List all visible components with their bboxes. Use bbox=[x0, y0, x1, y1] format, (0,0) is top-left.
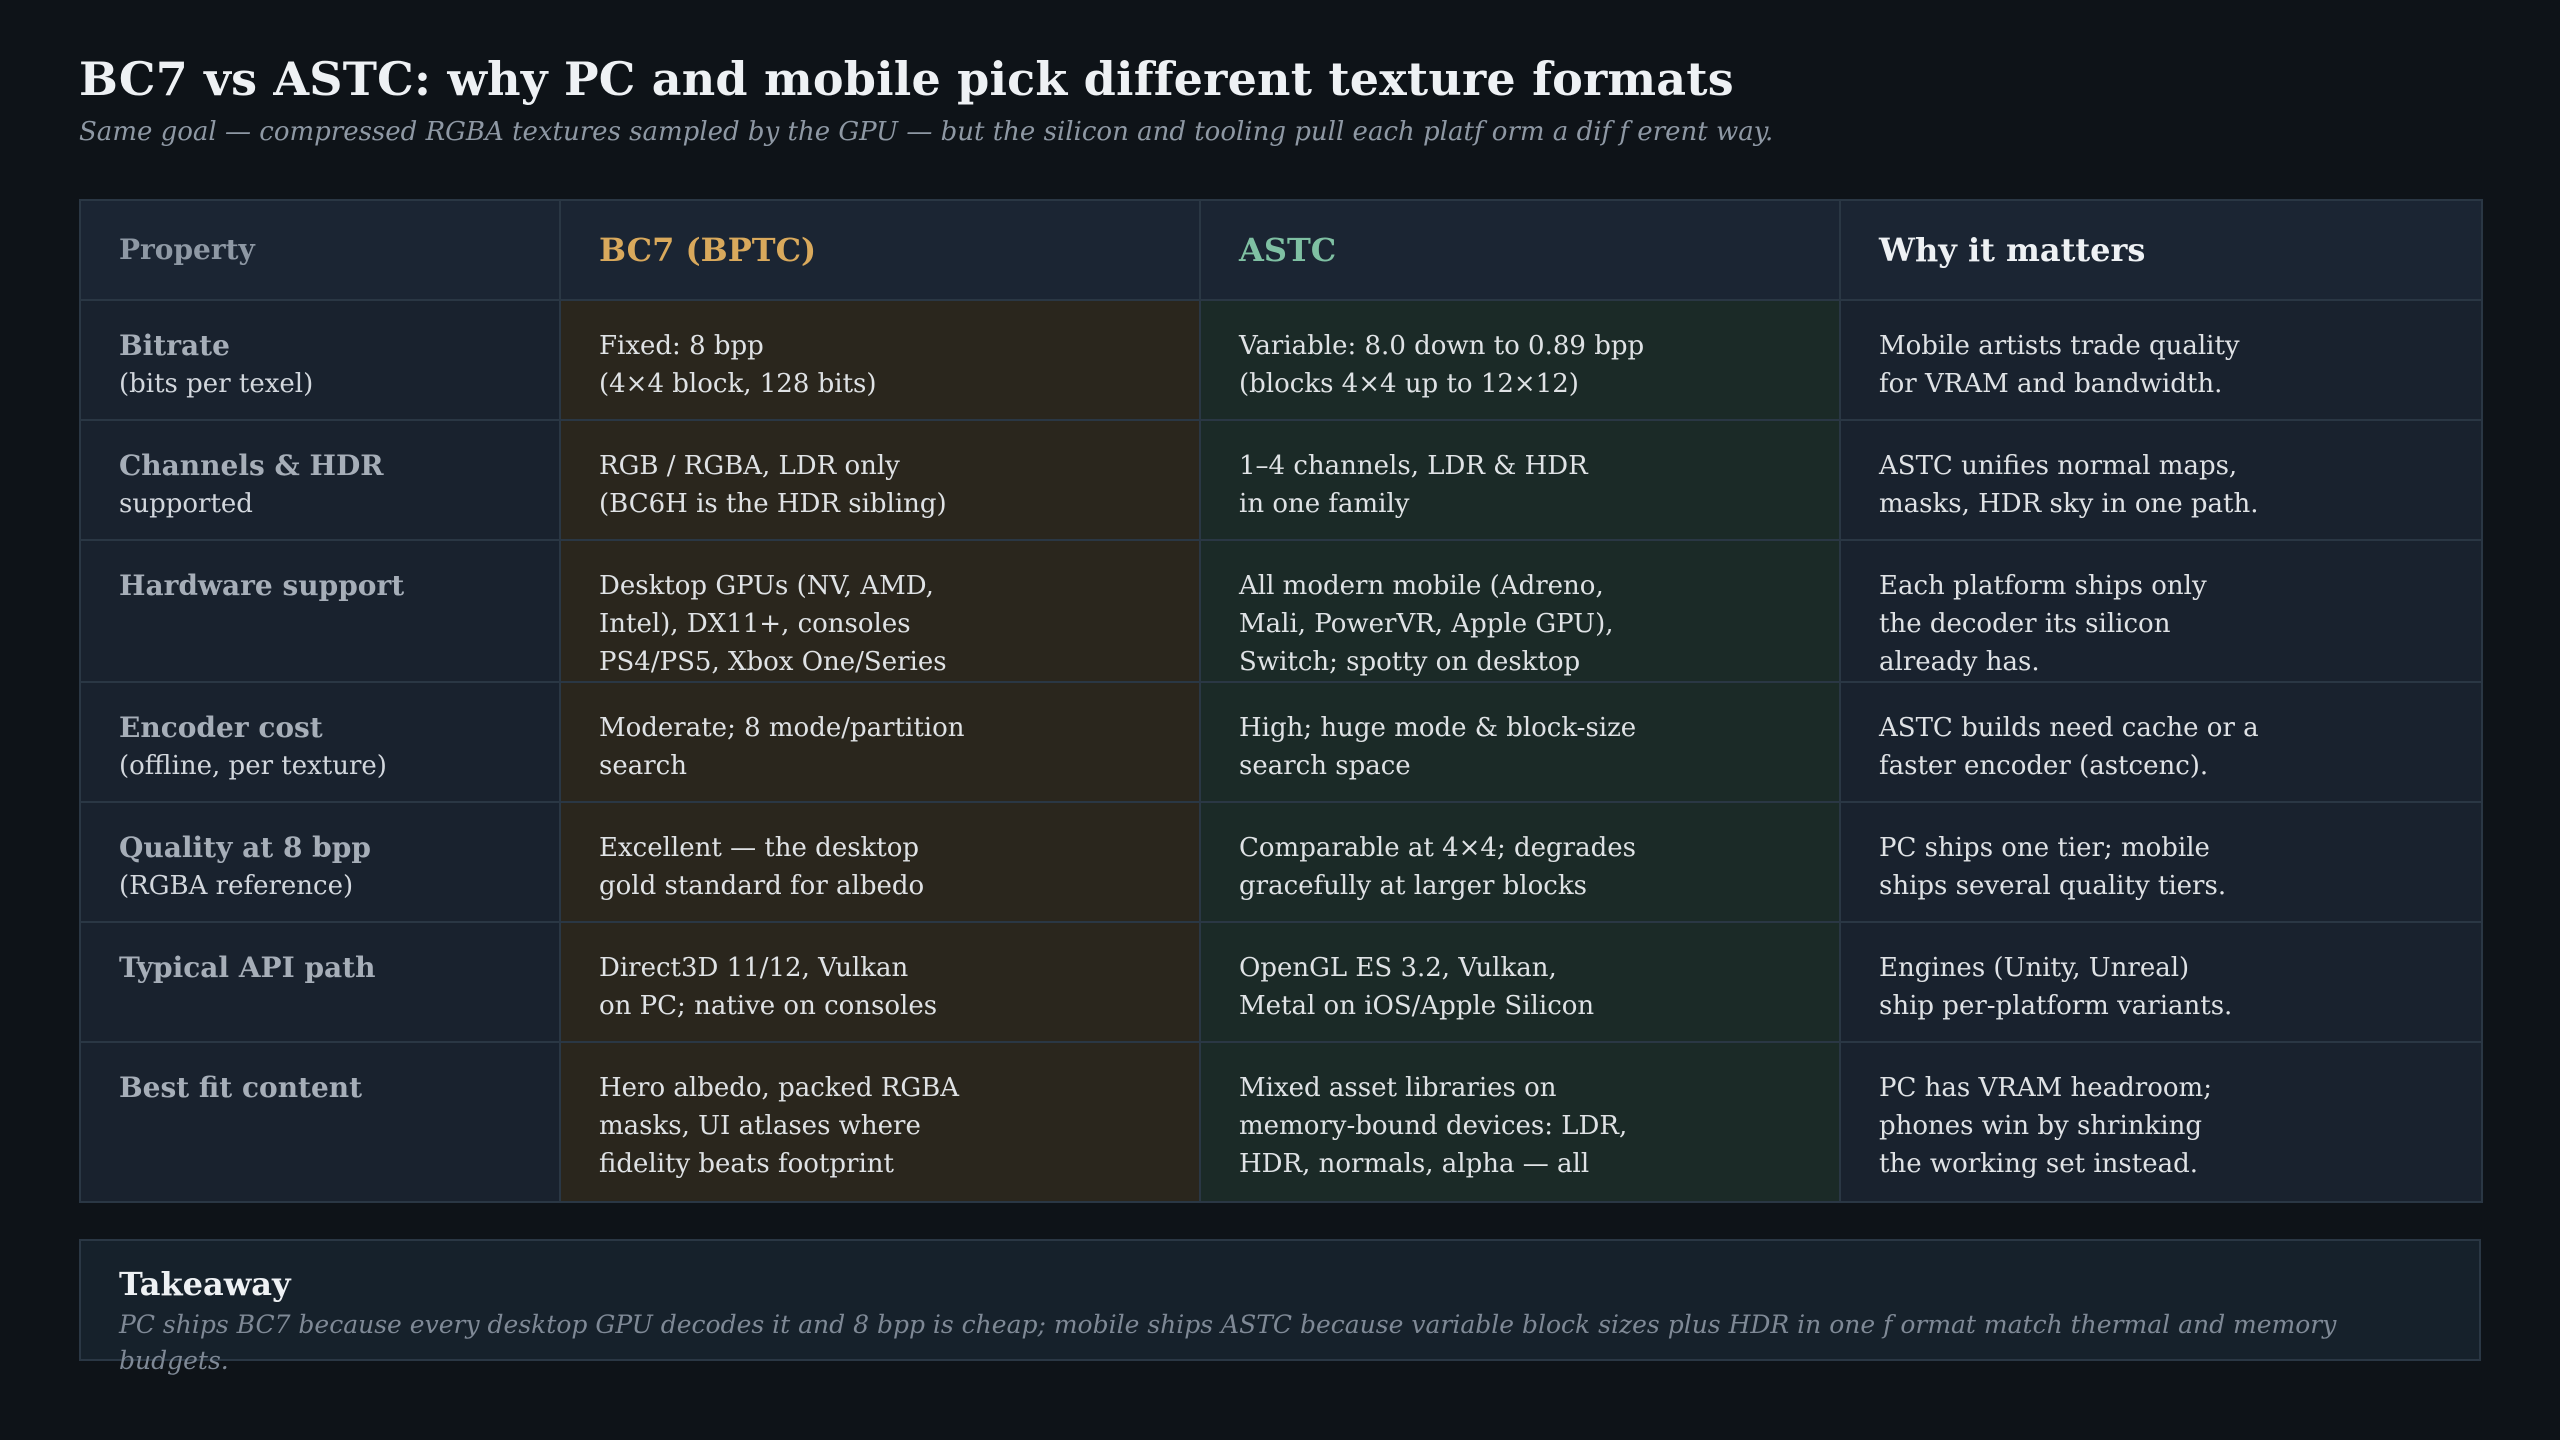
why-cell: PC has VRAM headroom; phones win by shri… bbox=[1839, 1041, 2483, 1203]
property-name: Best fit content bbox=[119, 1071, 363, 1104]
table-header-row: Property BC7 (BPTC) ASTC Why it matters bbox=[79, 199, 2483, 301]
astc-text: Variable: 8.0 down to 0.89 bpp (blocks 4… bbox=[1239, 331, 1645, 399]
property-cell: Channels & HDR supported bbox=[79, 419, 561, 541]
property-subtitle: (RGBA reference) bbox=[119, 871, 354, 901]
bc7-text: Desktop GPUs (NV, AMD, Intel), DX11+, co… bbox=[599, 571, 947, 677]
table-row: Hardware support Desktop GPUs (NV, AMD, … bbox=[79, 539, 2483, 683]
bc7-cell: Desktop GPUs (NV, AMD, Intel), DX11+, co… bbox=[559, 539, 1201, 683]
takeaway-title: Takeaway bbox=[119, 1265, 291, 1303]
property-cell: Encoder cost (offline, per texture) bbox=[79, 681, 561, 803]
table-row: Quality at 8 bpp (RGBA reference) Excell… bbox=[79, 801, 2483, 923]
astc-text: OpenGL ES 3.2, Vulkan, Metal on iOS/Appl… bbox=[1239, 953, 1595, 1021]
property-subtitle: supported bbox=[119, 489, 253, 519]
comparison-table: Property BC7 (BPTC) ASTC Why it matters … bbox=[79, 199, 2483, 1203]
table-row: Channels & HDR supported RGB / RGBA, LDR… bbox=[79, 419, 2483, 541]
property-cell: Bitrate (bits per texel) bbox=[79, 299, 561, 421]
property-cell: Hardware support bbox=[79, 539, 561, 683]
bc7-text: Direct3D 11/12, Vulkan on PC; native on … bbox=[599, 953, 938, 1021]
why-cell: ASTC unifies normal maps, masks, HDR sky… bbox=[1839, 419, 2483, 541]
bc7-cell: Hero albedo, packed RGBA masks, UI atlas… bbox=[559, 1041, 1201, 1203]
astc-cell: 1–4 channels, LDR & HDR in one family bbox=[1199, 419, 1841, 541]
table-row: Best fit content Hero albedo, packed RGB… bbox=[79, 1041, 2483, 1203]
astc-text: All modern mobile (Adreno, Mali, PowerVR… bbox=[1239, 571, 1614, 677]
bc7-cell: Moderate; 8 mode/partition search bbox=[559, 681, 1201, 803]
astc-cell: High; huge mode & block-size search spac… bbox=[1199, 681, 1841, 803]
astc-cell: All modern mobile (Adreno, Mali, PowerVR… bbox=[1199, 539, 1841, 683]
property-cell: Best fit content bbox=[79, 1041, 561, 1203]
astc-text: 1–4 channels, LDR & HDR in one family bbox=[1239, 451, 1588, 519]
property-name: Bitrate bbox=[119, 329, 230, 362]
bc7-cell: RGB / RGBA, LDR only (BC6H is the HDR si… bbox=[559, 419, 1201, 541]
why-cell: ASTC builds need cache or a faster encod… bbox=[1839, 681, 2483, 803]
property-cell: Quality at 8 bpp (RGBA reference) bbox=[79, 801, 561, 923]
property-cell: Typical API path bbox=[79, 921, 561, 1043]
column-header-bc7: BC7 (BPTC) bbox=[559, 199, 1201, 301]
why-text: ASTC builds need cache or a faster encod… bbox=[1879, 713, 2259, 781]
property-name: Hardware support bbox=[119, 569, 405, 602]
table-row: Bitrate (bits per texel) Fixed: 8 bpp (4… bbox=[79, 299, 2483, 421]
why-text: PC ships one tier; mobile ships several … bbox=[1879, 833, 2227, 901]
why-cell: PC ships one tier; mobile ships several … bbox=[1839, 801, 2483, 923]
takeaway-text: PC ships BC7 because every desktop GPU d… bbox=[119, 1310, 2337, 1375]
astc-text: Mixed asset libraries on memory-bound de… bbox=[1239, 1073, 1628, 1179]
why-cell: Each platform ships only the decoder its… bbox=[1839, 539, 2483, 683]
page-title: BC7 vs ASTC: why PC and mobile pick diff… bbox=[79, 52, 1734, 106]
table-row: Encoder cost (offline, per texture) Mode… bbox=[79, 681, 2483, 803]
property-name: Channels & HDR bbox=[119, 449, 384, 482]
bc7-text: Excellent — the desktop gold standard fo… bbox=[599, 833, 925, 901]
why-text: Each platform ships only the decoder its… bbox=[1879, 571, 2207, 677]
table-row: Typical API path Direct3D 11/12, Vulkan … bbox=[79, 921, 2483, 1043]
why-text: ASTC unifies normal maps, masks, HDR sky… bbox=[1879, 451, 2259, 519]
astc-cell: OpenGL ES 3.2, Vulkan, Metal on iOS/Appl… bbox=[1199, 921, 1841, 1043]
astc-cell: Mixed asset libraries on memory-bound de… bbox=[1199, 1041, 1841, 1203]
takeaway-box: Takeaway PC ships BC7 because every desk… bbox=[79, 1239, 2481, 1375]
bc7-cell: Fixed: 8 bpp (4×4 block, 128 bits) bbox=[559, 299, 1201, 421]
astc-text: Comparable at 4×4; degrades gracefully a… bbox=[1239, 833, 1636, 901]
bc7-cell: Direct3D 11/12, Vulkan on PC; native on … bbox=[559, 921, 1201, 1043]
bc7-text: RGB / RGBA, LDR only (BC6H is the HDR si… bbox=[599, 451, 947, 519]
bc7-text: Fixed: 8 bpp (4×4 block, 128 bits) bbox=[599, 331, 877, 399]
property-name: Typical API path bbox=[119, 951, 376, 984]
page-subtitle: Same goal — compressed RGBA textures sam… bbox=[79, 117, 1774, 147]
property-name: Quality at 8 bpp bbox=[119, 831, 371, 864]
column-header-why: Why it matters bbox=[1839, 199, 2483, 301]
bc7-text: Moderate; 8 mode/partition search bbox=[599, 713, 965, 781]
why-text: Mobile artists trade quality for VRAM an… bbox=[1879, 331, 2240, 399]
property-subtitle: (offline, per texture) bbox=[119, 751, 387, 781]
astc-text: High; huge mode & block-size search spac… bbox=[1239, 713, 1637, 781]
astc-cell: Variable: 8.0 down to 0.89 bpp (blocks 4… bbox=[1199, 299, 1841, 421]
why-text: PC has VRAM headroom; phones win by shri… bbox=[1879, 1073, 2212, 1179]
why-cell: Mobile artists trade quality for VRAM an… bbox=[1839, 299, 2483, 421]
column-header-property: Property bbox=[79, 199, 561, 301]
why-text: Engines (Unity, Unreal) ship per-platfor… bbox=[1879, 953, 2233, 1021]
property-subtitle: (bits per texel) bbox=[119, 369, 314, 399]
bc7-text: Hero albedo, packed RGBA masks, UI atlas… bbox=[599, 1073, 960, 1179]
bc7-cell: Excellent — the desktop gold standard fo… bbox=[559, 801, 1201, 923]
property-name: Encoder cost bbox=[119, 711, 323, 744]
column-header-astc: ASTC bbox=[1199, 199, 1841, 301]
astc-cell: Comparable at 4×4; degrades gracefully a… bbox=[1199, 801, 1841, 923]
why-cell: Engines (Unity, Unreal) ship per-platfor… bbox=[1839, 921, 2483, 1043]
